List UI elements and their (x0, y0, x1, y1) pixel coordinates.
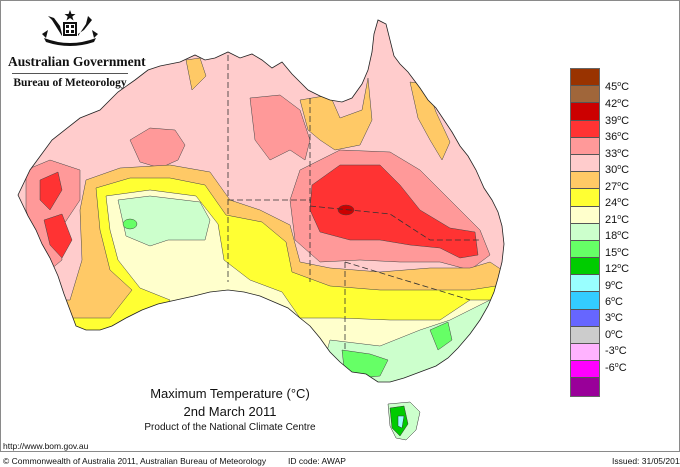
map-date: 2nd March 2011 (183, 404, 277, 419)
legend-swatch-9 (571, 275, 599, 293)
legend-label: 6oC (605, 296, 623, 308)
australia-temperature-map (17, 19, 505, 441)
legend-label: 18oC (605, 230, 630, 242)
legend-swatch-12 (571, 258, 599, 276)
coat-of-arms-icon (42, 10, 98, 46)
legend-swatch-below-neg6 (571, 378, 599, 396)
legend-label: 42oC (605, 98, 630, 110)
legend-label: -6oC (605, 362, 627, 374)
logo-divider (12, 73, 128, 74)
legend-label: 3oC (605, 312, 623, 324)
legend-label: 45oC (605, 81, 630, 93)
legend-swatch-15 (571, 240, 599, 259)
legend-label: 9oC (605, 280, 623, 292)
legend-swatch-33 (571, 137, 599, 155)
legend-swatch-30 (571, 154, 599, 173)
bom-website-link[interactable]: http://www.bom.gov.au (3, 441, 89, 451)
legend-swatch-neg3 (571, 344, 599, 362)
legend-swatch-45 (571, 69, 599, 87)
issued-date: Issued: 31/05/2011 (612, 456, 680, 466)
legend-label: 33oC (605, 148, 630, 160)
legend-label: 0oC (605, 329, 623, 341)
legend-label: 36oC (605, 131, 630, 143)
temperature-legend (570, 68, 600, 397)
copyright-text: © Commonwealth of Australia 2011, Austra… (3, 456, 267, 466)
agency-name: Australian Government (8, 54, 146, 69)
legend-label: 15oC (605, 247, 630, 259)
legend-label: -3oC (605, 345, 627, 357)
map-title: Maximum Temperature (°C) (150, 386, 310, 401)
tasmania (387, 401, 421, 441)
legend-label: 24oC (605, 197, 630, 209)
legend-swatch-36 (571, 120, 599, 138)
legend-swatch-3 (571, 309, 599, 327)
government-logo: Australian Government Bureau of Meteorol… (8, 8, 146, 89)
legend-label: 12oC (605, 263, 630, 275)
bureau-name: Bureau of Meteorology (13, 77, 127, 89)
legend-swatch-27 (571, 172, 599, 190)
map-product: Product of the National Climate Centre (144, 422, 316, 433)
legend-swatch-24 (571, 189, 599, 207)
legend-label: 21oC (605, 214, 630, 226)
legend-label: 30oC (605, 164, 630, 176)
legend-swatch-0 (571, 326, 599, 344)
legend-swatch-neg6 (571, 361, 599, 379)
legend-swatch-42 (571, 86, 599, 104)
id-code: ID code: AWAP (288, 456, 346, 466)
legend-swatch-21 (571, 206, 599, 224)
legend-label: 27oC (605, 181, 630, 193)
legend-swatch-18 (571, 223, 599, 241)
legend-label: 39oC (605, 115, 630, 127)
legend-swatch-6 (571, 292, 599, 310)
legend-swatch-39 (571, 103, 599, 121)
